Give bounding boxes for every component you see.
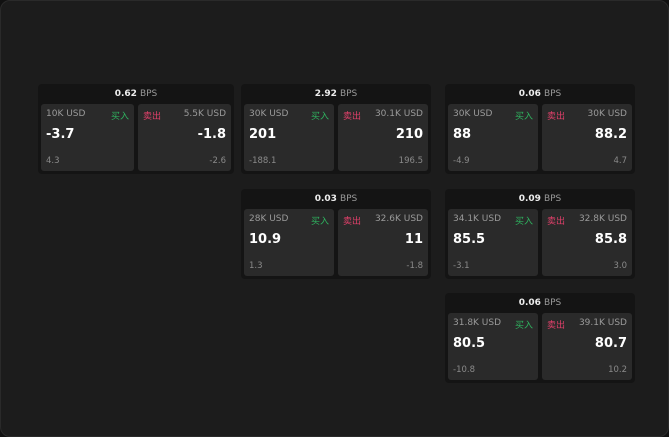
bid-size: 31.8K USD [453, 318, 502, 328]
bid-price: -3.7 [46, 127, 75, 142]
buy-label: 买入 [514, 217, 533, 227]
ask-price: 80.7 [594, 336, 627, 351]
buy-cell[interactable]: 30K USD 买入 88 -4.9 [448, 104, 538, 171]
ask-price: 85.8 [594, 232, 627, 247]
spread-value: 0.06 [518, 89, 541, 99]
quote-card: 0.06 BPS 31.8K USD 买入 80.5 -10.8 卖出 39.1K U… [445, 293, 635, 383]
ask-price: 11 [404, 232, 423, 247]
ask-price: 88.2 [594, 127, 627, 142]
bid-size: 34.1K USD [453, 214, 502, 224]
spread-header: 0.62 BPS [41, 84, 231, 104]
bid-price: 201 [249, 127, 277, 142]
bid-size: 10K USD [46, 109, 86, 119]
bid-price: 88 [453, 127, 472, 142]
sell-cell[interactable]: 卖出 39.1K USD 80.7 10.2 [542, 313, 632, 380]
ask-change: 3.0 [613, 261, 627, 271]
sell-label: 卖出 [343, 112, 362, 122]
spread-unit: BPS [543, 89, 562, 99]
bid-change: -4.9 [453, 156, 470, 166]
quote-card: 0.09 BPS 34.1K USD 买入 85.5 -3.1 卖出 32.8K US… [445, 189, 635, 279]
ask-size: 32.6K USD [374, 214, 423, 224]
ask-change: 10.2 [608, 365, 627, 375]
bid-price: 10.9 [249, 232, 282, 247]
buy-cell[interactable]: 30K USD 买入 201 -188.1 [244, 104, 334, 171]
bid-size: 28K USD [249, 214, 289, 224]
spread-header: 2.92 BPS [244, 84, 428, 104]
spread-unit: BPS [339, 194, 358, 204]
buy-cell[interactable]: 34.1K USD 买入 85.5 -3.1 [448, 209, 538, 276]
ask-size: 39.1K USD [578, 318, 627, 328]
buy-label: 买入 [514, 321, 533, 331]
quote-card: 0.62 BPS 10K USD 买入 -3.7 4.3 卖出 5.5K USD -1… [38, 84, 234, 174]
sell-label: 卖出 [143, 112, 162, 122]
spread-value: 0.03 [314, 194, 337, 204]
sell-cell[interactable]: 卖出 5.5K USD -1.8 -2.6 [138, 104, 231, 171]
spread-value: 0.09 [518, 194, 541, 204]
bid-price: 85.5 [453, 232, 486, 247]
bid-price: 80.5 [453, 336, 486, 351]
spread-header: 0.06 BPS [448, 293, 632, 313]
ask-change: -1.8 [406, 261, 423, 271]
ask-change: -2.6 [209, 156, 226, 166]
buy-cell[interactable]: 10K USD 买入 -3.7 4.3 [41, 104, 134, 171]
sell-label: 卖出 [547, 112, 566, 122]
buy-cell[interactable]: 28K USD 买入 10.9 1.3 [244, 209, 334, 276]
ask-size: 5.5K USD [183, 109, 226, 119]
bid-change: 4.3 [46, 156, 60, 166]
ask-change: 196.5 [398, 156, 423, 166]
spread-value: 0.06 [518, 298, 541, 308]
bid-size: 30K USD [453, 109, 493, 119]
bid-change: 1.3 [249, 261, 263, 271]
spread-unit: BPS [543, 298, 562, 308]
spread-unit: BPS [139, 89, 158, 99]
ask-price: 210 [395, 127, 423, 142]
bid-change: -188.1 [249, 156, 277, 166]
quote-card: 0.03 BPS 28K USD 买入 10.9 1.3 卖出 32.6K USD 1… [241, 189, 431, 279]
buy-label: 买入 [110, 112, 129, 122]
ask-size: 32.8K USD [578, 214, 627, 224]
sell-cell[interactable]: 卖出 32.8K USD 85.8 3.0 [542, 209, 632, 276]
buy-label: 买入 [514, 112, 533, 122]
spread-value: 2.92 [314, 89, 337, 99]
ask-price: -1.8 [197, 127, 226, 142]
bid-change: -10.8 [453, 365, 475, 375]
ask-size: 30.1K USD [374, 109, 423, 119]
sell-label: 卖出 [547, 217, 566, 227]
ask-size: 30K USD [587, 109, 627, 119]
spread-unit: BPS [339, 89, 358, 99]
buy-cell[interactable]: 31.8K USD 买入 80.5 -10.8 [448, 313, 538, 380]
buy-label: 买入 [310, 112, 329, 122]
spread-header: 0.09 BPS [448, 189, 632, 209]
sell-label: 卖出 [547, 321, 566, 331]
quote-card: 0.06 BPS 30K USD 买入 88 -4.9 卖出 30K USD 88.2… [445, 84, 635, 174]
quote-card: 2.92 BPS 30K USD 买入 201 -188.1 卖出 30.1K USD… [241, 84, 431, 174]
spread-header: 0.03 BPS [244, 189, 428, 209]
spread-header: 0.06 BPS [448, 84, 632, 104]
sell-cell[interactable]: 卖出 30.1K USD 210 196.5 [338, 104, 428, 171]
bid-change: -3.1 [453, 261, 470, 271]
buy-label: 买入 [310, 217, 329, 227]
sell-cell[interactable]: 卖出 32.6K USD 11 -1.8 [338, 209, 428, 276]
spread-value: 0.62 [114, 89, 137, 99]
sell-cell[interactable]: 卖出 30K USD 88.2 4.7 [542, 104, 632, 171]
spread-unit: BPS [543, 194, 562, 204]
ask-change: 4.7 [613, 156, 627, 166]
sell-label: 卖出 [343, 217, 362, 227]
bid-size: 30K USD [249, 109, 289, 119]
